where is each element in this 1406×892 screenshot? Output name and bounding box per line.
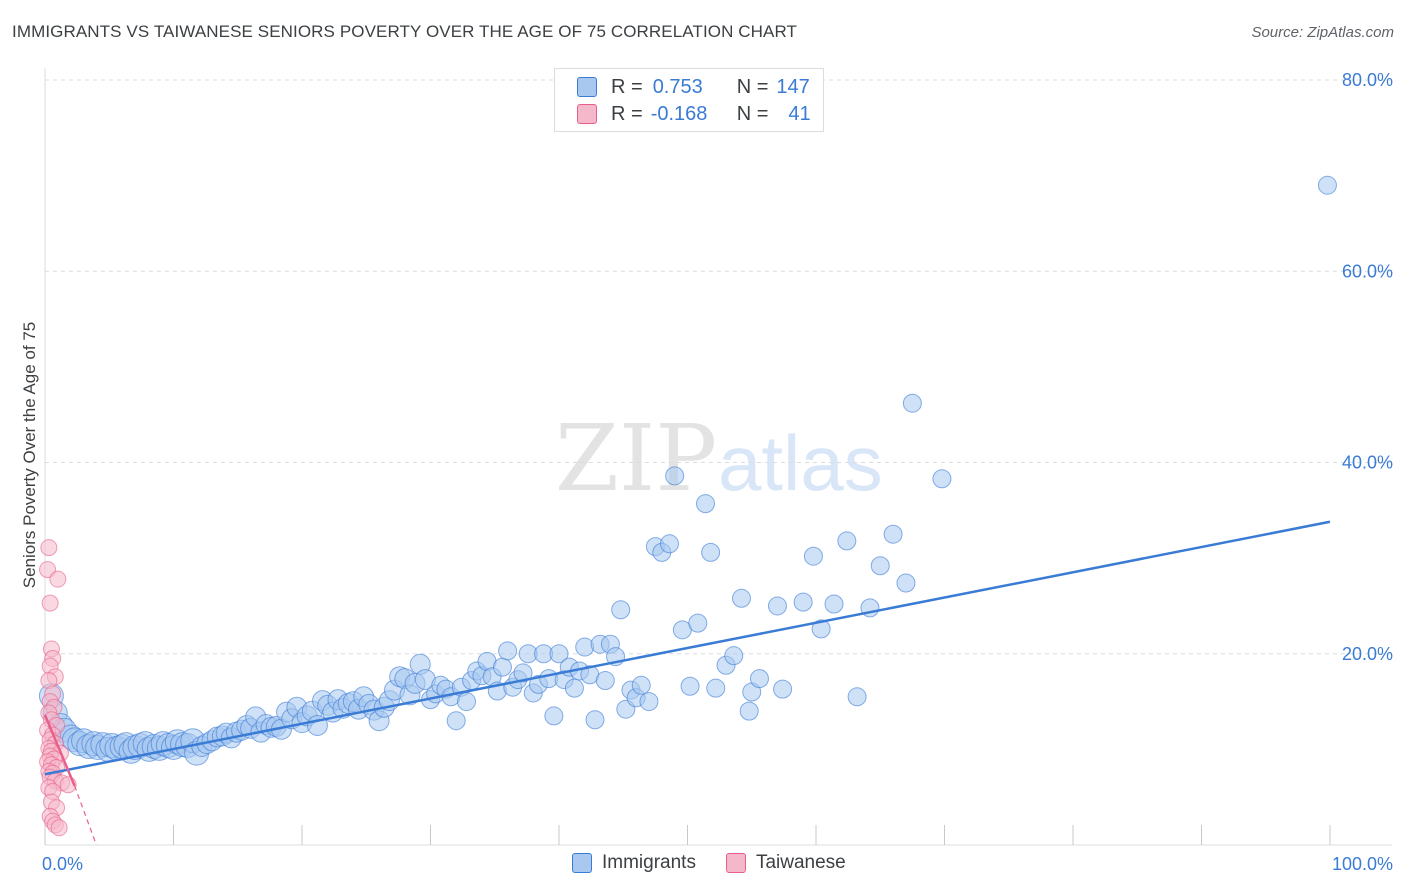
immigrants-point xyxy=(611,600,631,620)
chart-title: IMMIGRANTS VS TAIWANESE SENIORS POVERTY … xyxy=(12,22,798,41)
immigrants-swatch xyxy=(572,853,592,873)
immigrants-point xyxy=(870,556,890,576)
series-legend-taiwanese[interactable]: Taiwanese xyxy=(725,852,846,874)
legend-swatch-immigrants xyxy=(577,77,597,97)
immigrants-point xyxy=(837,531,857,551)
immigrants-points xyxy=(38,175,1337,766)
legend-r-value: 0.753 xyxy=(652,75,703,98)
immigrants-point xyxy=(492,657,512,677)
trend-lines xyxy=(43,520,1331,846)
immigrants-point xyxy=(498,641,518,661)
immigrants-point xyxy=(446,711,466,731)
taiwanese-point xyxy=(41,594,59,612)
immigrants-point xyxy=(585,710,605,730)
legend-r-label: R = xyxy=(611,75,643,98)
immigrants-legend-label: Immigrants xyxy=(602,852,696,873)
taiwanese-swatch xyxy=(725,853,746,873)
immigrants-point xyxy=(749,669,769,689)
legend-n-value: 41 xyxy=(788,102,811,125)
immigrants-point xyxy=(513,663,533,683)
immigrants-point xyxy=(564,678,584,698)
legend-n-label: N = xyxy=(736,102,769,125)
immigrants-point xyxy=(701,542,721,562)
immigrants-point xyxy=(631,675,651,695)
immigrants-point xyxy=(680,676,700,696)
y-tick-label: 40.0% xyxy=(1342,453,1393,473)
immigrants-point xyxy=(811,619,831,639)
immigrants-point xyxy=(847,687,867,707)
immigrants-point xyxy=(665,466,685,486)
taiwanese-point xyxy=(50,819,68,837)
immigrants-point xyxy=(639,692,659,712)
immigrants-point xyxy=(1317,175,1337,195)
taiwanese-trend-extension xyxy=(73,785,97,846)
immigrants-point xyxy=(595,671,615,691)
legend-swatch-taiwanese xyxy=(577,104,597,124)
immigrants-point xyxy=(724,646,744,666)
y-tick-label: 80.0% xyxy=(1342,70,1393,90)
x-tick-labels: 0.0% 100.0% xyxy=(42,854,1393,874)
legend-r-value: -0.168 xyxy=(650,102,708,125)
grid-lines xyxy=(45,79,1392,655)
y-axis-label: Seniors Poverty Over the Age of 75 xyxy=(20,322,39,588)
immigrants-point xyxy=(456,692,476,712)
immigrants-point xyxy=(688,613,708,633)
correlation-legend: R = 0.753 N = 147 R = -0.168 N = 41 xyxy=(554,68,824,132)
y-tick-label: 60.0% xyxy=(1342,261,1393,281)
immigrants-point xyxy=(824,594,844,614)
y-tick-label: 20.0% xyxy=(1342,644,1393,664)
immigrants-point xyxy=(660,534,680,554)
legend-n-value: 147 xyxy=(776,75,810,98)
legend-row-taiwanese: R = -0.168 N = 41 xyxy=(577,102,811,126)
immigrants-point xyxy=(575,637,595,657)
immigrants-point xyxy=(739,701,759,721)
immigrants-point xyxy=(773,679,793,699)
series-legend-immigrants[interactable]: Immigrants xyxy=(572,852,696,874)
legend-n-label: N = xyxy=(736,75,769,98)
taiwanese-trend-line xyxy=(43,714,76,787)
immigrants-point xyxy=(549,644,569,664)
x-tick-label: 100.0% xyxy=(1332,854,1393,874)
source-label: Source: ZipAtlas.com xyxy=(1251,24,1394,41)
immigrants-point xyxy=(731,588,751,608)
immigrants-point xyxy=(803,546,823,566)
immigrants-point xyxy=(793,592,813,612)
series-legend: Immigrants Taiwanese xyxy=(572,852,876,874)
immigrants-point xyxy=(902,393,922,413)
watermark-zip: ZIP xyxy=(555,405,717,512)
taiwanese-point xyxy=(40,539,58,557)
immigrants-point xyxy=(767,596,787,616)
y-tick-labels: 20.0% 40.0% 60.0% 80.0% xyxy=(1342,70,1393,664)
immigrants-point xyxy=(896,573,916,593)
legend-r-label: R = xyxy=(611,102,643,125)
immigrants-point xyxy=(706,678,726,698)
immigrants-point xyxy=(932,469,952,489)
taiwanese-point xyxy=(49,570,67,588)
legend-row-immigrants: R = 0.753 N = 147 xyxy=(577,75,810,99)
immigrants-trend-line xyxy=(44,520,1331,776)
taiwanese-legend-label: Taiwanese xyxy=(755,852,846,873)
immigrants-point xyxy=(883,524,903,544)
immigrants-point xyxy=(544,706,564,726)
x-tick-label: 0.0% xyxy=(42,854,83,874)
immigrants-point xyxy=(695,494,715,514)
